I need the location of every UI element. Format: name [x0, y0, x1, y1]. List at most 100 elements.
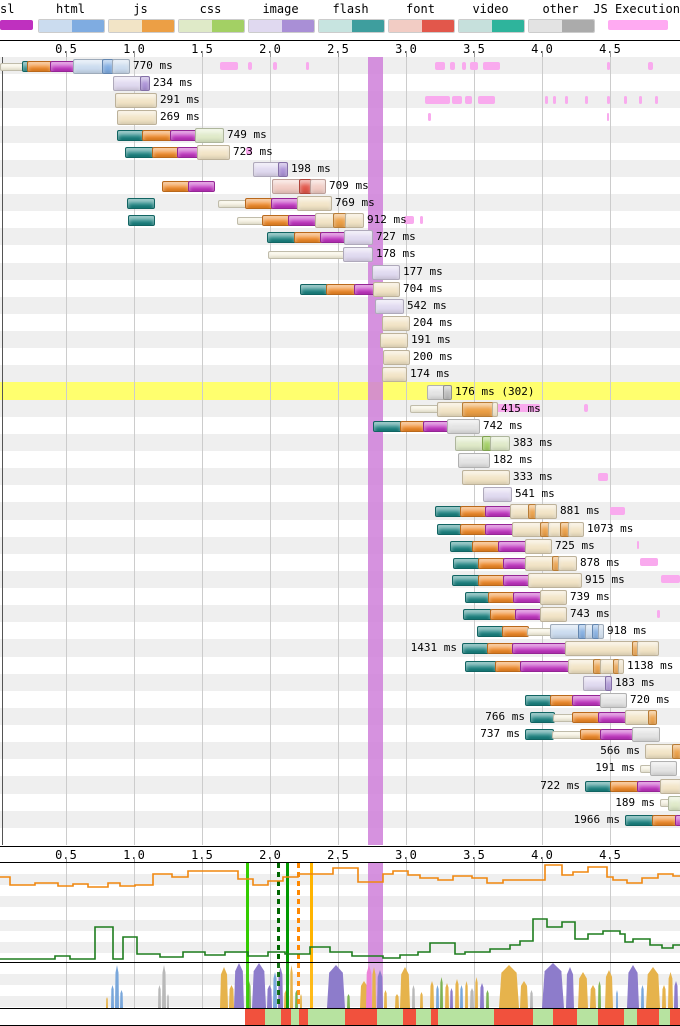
- gridline: [406, 863, 407, 909]
- segment-s: [354, 283, 375, 295]
- request-row[interactable]: 742 ms: [0, 417, 680, 434]
- request-row[interactable]: 769 ms: [0, 194, 680, 212]
- request-row[interactable]: 722 ms: [0, 776, 680, 794]
- request-row[interactable]: 704 ms: [0, 280, 680, 297]
- row-stripe: [0, 365, 680, 383]
- request-row[interactable]: 176 ms (302): [0, 382, 680, 400]
- request-row[interactable]: 182 ms: [0, 451, 680, 469]
- segment-d: [585, 780, 612, 792]
- request-row[interactable]: 725 ms: [0, 537, 680, 554]
- segment-c: [294, 232, 322, 244]
- activity-spike: [295, 990, 298, 1008]
- interactive-red: [345, 1009, 377, 1025]
- time-axis-top: 0.5 1.0 1.5 2.0 2.5 3.0 3.5 4.0 4.5: [0, 40, 680, 58]
- activity-spike: [566, 967, 574, 1008]
- segment-w: [237, 216, 264, 225]
- request-row[interactable]: 723 ms: [0, 143, 680, 160]
- request-row[interactable]: 200 ms: [0, 348, 680, 366]
- request-row[interactable]: 177 ms: [0, 263, 680, 280]
- request-row[interactable]: 191 ms: [0, 759, 680, 777]
- segment-d: [525, 729, 554, 741]
- request-row[interactable]: 770 ms: [0, 57, 680, 75]
- gridline: [202, 57, 203, 845]
- first-paint-line: [286, 963, 289, 1008]
- interactive-red: [494, 1009, 533, 1025]
- request-row[interactable]: 1073 ms: [0, 520, 680, 537]
- request-row[interactable]: 766 ms: [0, 708, 680, 726]
- activity-spike: [229, 985, 234, 1008]
- axis-tick-label: 0.5: [55, 848, 77, 862]
- request-row[interactable]: 542 ms: [0, 297, 680, 314]
- request-row[interactable]: 878 ms: [0, 554, 680, 571]
- segment-jd: [648, 710, 657, 726]
- request-row[interactable]: 1431 ms: [0, 639, 680, 657]
- legend-label: image: [262, 2, 299, 16]
- start-render-line: [246, 909, 249, 962]
- request-row[interactable]: 234 ms: [0, 74, 680, 92]
- interactive-red: [637, 1009, 659, 1025]
- js-execution-blob: [553, 95, 556, 104]
- segment-jl: [540, 590, 567, 606]
- request-row[interactable]: 749 ms: [0, 126, 680, 143]
- request-row[interactable]: 1966 ms: [0, 811, 680, 828]
- request-row[interactable]: 709 ms: [0, 177, 680, 194]
- swatch-dark-half: [421, 20, 454, 32]
- js-execution-blob: [585, 95, 588, 104]
- request-row[interactable]: 737 ms: [0, 725, 680, 743]
- js-execution-blob: [248, 61, 252, 70]
- waterfall-chart: 770 ms 234 ms 291 ms 269 ms 749 ms 723 ms 198 …: [0, 57, 680, 845]
- request-time-label: 333 ms: [513, 470, 553, 484]
- request-row[interactable]: 333 ms: [0, 468, 680, 486]
- segment-jl: [197, 144, 230, 160]
- request-row[interactable]: 727 ms: [0, 228, 680, 246]
- request-row[interactable]: 720 ms: [0, 691, 680, 708]
- row-stripe: [0, 433, 680, 451]
- segment-d: [437, 523, 462, 535]
- segment-jl: [382, 316, 410, 332]
- request-row[interactable]: 183 ms: [0, 674, 680, 691]
- js-execution-blob: [483, 61, 500, 70]
- request-row[interactable]: 178 ms: [0, 245, 680, 263]
- request-row[interactable]: 204 ms: [0, 314, 680, 332]
- request-row[interactable]: 739 ms: [0, 588, 680, 606]
- js-execution-blob: [470, 61, 478, 70]
- gridline: [202, 963, 203, 1008]
- request-row[interactable]: 415 ms: [0, 400, 680, 417]
- activity-spike: [162, 965, 166, 1008]
- request-row[interactable]: 191 ms: [0, 331, 680, 349]
- request-row[interactable]: 291 ms: [0, 91, 680, 109]
- legend-label: JS Execution: [593, 2, 680, 16]
- request-row[interactable]: 383 ms: [0, 434, 680, 451]
- request-row[interactable]: 174 ms: [0, 365, 680, 383]
- activity-spike: [440, 977, 443, 1008]
- request-row[interactable]: 743 ms: [0, 605, 680, 623]
- activity-spike: [445, 983, 449, 1008]
- legend-swatch-css: [178, 19, 245, 33]
- activity-spike: [542, 963, 564, 1008]
- request-row[interactable]: 881 ms: [0, 502, 680, 520]
- axis-tick: [406, 857, 407, 864]
- swatch-light-half: [179, 20, 212, 32]
- js-execution-blob: [584, 404, 588, 413]
- request-row[interactable]: 198 ms: [0, 160, 680, 177]
- request-row[interactable]: 541 ms: [0, 485, 680, 503]
- segment-jl: [437, 401, 464, 417]
- request-row[interactable]: 912 ms: [0, 211, 680, 229]
- js-execution-blob: [607, 61, 610, 70]
- segment-jl: [645, 744, 674, 760]
- activity-spike: [220, 967, 228, 1008]
- gridline: [134, 963, 135, 1008]
- request-row[interactable]: 189 ms: [0, 794, 680, 811]
- gridline: [610, 909, 611, 962]
- segment-s: [598, 712, 627, 724]
- request-row[interactable]: 915 ms: [0, 571, 680, 588]
- request-row[interactable]: 269 ms: [0, 108, 680, 126]
- row-highlight: [0, 382, 680, 400]
- request-row[interactable]: 1138 ms: [0, 657, 680, 674]
- request-row[interactable]: 566 ms: [0, 742, 680, 760]
- segment-c: [550, 694, 574, 706]
- legend-label: other: [542, 2, 579, 16]
- request-row[interactable]: 918 ms: [0, 622, 680, 640]
- request-time-label: 174 ms: [410, 367, 450, 381]
